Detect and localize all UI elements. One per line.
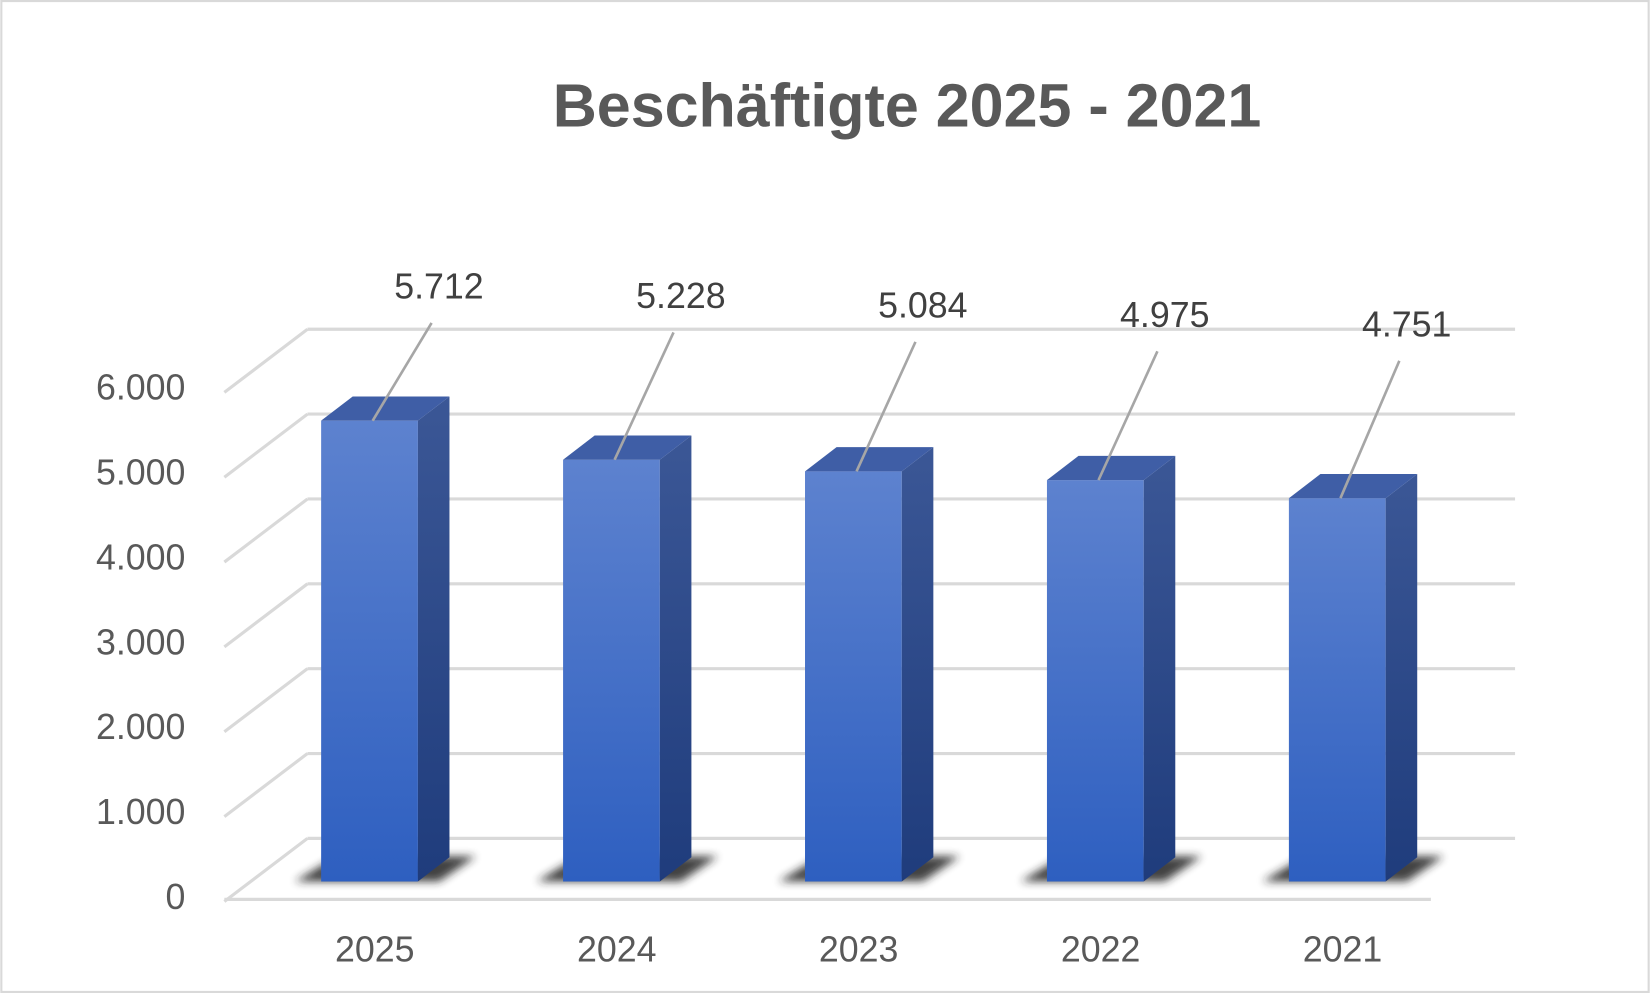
bar-side — [1385, 473, 1418, 882]
value-label: 5.084 — [878, 286, 967, 326]
bar-top — [563, 435, 692, 460]
bar — [805, 471, 902, 882]
bar-side — [1143, 455, 1176, 882]
bar-side — [901, 447, 934, 882]
y-tick-label: 3.000 — [96, 622, 185, 662]
bar — [1288, 498, 1386, 882]
x-tick-label: 2022 — [1061, 929, 1141, 969]
bar — [321, 420, 418, 882]
value-label: 4.751 — [1362, 305, 1451, 345]
leader-line — [371, 322, 433, 422]
y-tick-label: 6.000 — [96, 368, 185, 408]
grid-line-side — [223, 412, 309, 479]
bar-top — [805, 447, 934, 472]
x-tick-label: 2023 — [819, 929, 899, 969]
x-tick-label: 2024 — [577, 929, 657, 969]
grid-line-side — [223, 837, 309, 903]
grid-line-side — [223, 327, 309, 394]
bar-top — [321, 396, 450, 421]
y-tick-label: 1.000 — [96, 792, 185, 832]
grid-line-side — [223, 497, 309, 564]
bar — [1046, 480, 1144, 882]
y-tick-label: 2.000 — [96, 707, 185, 747]
leader-line — [613, 331, 675, 461]
bar-side — [659, 435, 692, 882]
leader-line — [1097, 350, 1159, 481]
bar — [563, 459, 660, 882]
bar-top — [1046, 455, 1176, 481]
x-tick-label: 2025 — [335, 929, 415, 969]
y-tick-label: 0 — [166, 877, 186, 917]
grid-line-side — [223, 752, 309, 818]
grid-line-side — [223, 582, 309, 649]
leader-line — [855, 341, 917, 472]
bar-top — [1288, 473, 1418, 499]
y-tick-label: 4.000 — [96, 537, 185, 577]
bar-side — [417, 396, 450, 882]
value-label: 5.712 — [394, 267, 483, 307]
leader-line — [1339, 360, 1401, 499]
y-tick-label: 5.000 — [96, 453, 185, 493]
value-label: 5.228 — [636, 276, 725, 316]
value-label: 4.975 — [1120, 295, 1209, 335]
chart-title: Beschäftigte 2025 - 2021 — [553, 72, 1262, 140]
grid-line-side — [223, 667, 309, 734]
x-tick-label: 2021 — [1303, 929, 1383, 969]
